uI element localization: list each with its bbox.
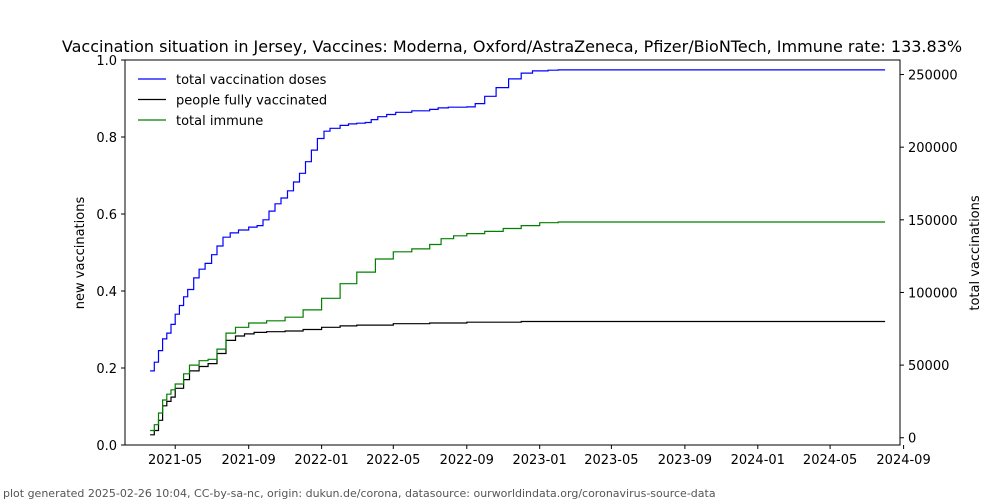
left-tick-label: 0.4	[96, 285, 117, 300]
x-tick-label: 2022-09	[440, 453, 494, 468]
plot-area-border	[124, 59, 901, 446]
footer-credit: plot generated 2025-02-26 10:04, CC-by-s…	[3, 487, 716, 500]
left-axis-label: new vaccinations	[73, 197, 88, 310]
series-line-total-immune	[150, 221, 886, 432]
x-tick-label: 2023-09	[658, 453, 712, 468]
x-tick-label: 2024-05	[803, 453, 857, 468]
series-layer	[150, 69, 886, 436]
x-tick-label: 2021-09	[222, 453, 276, 468]
x-tick-label: 2023-01	[513, 453, 567, 468]
left-tick-label: 1.0	[96, 54, 117, 69]
right-tick-label: 50000	[908, 359, 949, 374]
left-tick-label: 0.8	[96, 131, 117, 146]
left-tick-label: 0.2	[96, 362, 117, 377]
series-line-total-vaccination-doses	[150, 69, 886, 372]
right-tick-label: 0	[908, 432, 916, 447]
x-tick-label: 2022-05	[366, 453, 420, 468]
legend-label: total vaccination doses	[176, 73, 327, 88]
right-axis: 0 50000 100000 150000 200000 250000	[900, 69, 958, 447]
x-tick-label: 2021-05	[148, 453, 202, 468]
right-axis-label: total vaccinations	[968, 195, 983, 311]
x-tick-label: 2024-09	[876, 453, 930, 468]
x-tick-label: 2022-01	[294, 453, 348, 468]
right-tick-label: 100000	[908, 286, 958, 301]
x-tick-label: 2024-01	[731, 453, 785, 468]
right-tick-label: 250000	[908, 69, 958, 84]
chart-title: Vaccination situation in Jersey, Vaccine…	[62, 37, 962, 56]
legend-label: people fully vaccinated	[176, 94, 327, 109]
plot-frame	[124, 59, 901, 446]
left-axis: 0.0 0.2 0.4 0.6 0.8 1.0	[96, 54, 125, 454]
x-axis: 2021-05 2021-09 2022-01 2022-05 2022-09 2023-…	[148, 445, 931, 468]
left-tick-label: 0.6	[96, 208, 117, 223]
legend-label: total immune	[176, 114, 263, 129]
right-tick-label: 200000	[908, 141, 958, 156]
chart-legend: total vaccination doses people fully vacc…	[138, 73, 327, 129]
left-tick-label: 0.0	[96, 439, 117, 454]
series-line-people-fully-vaccinated	[150, 320, 886, 436]
right-tick-label: 150000	[908, 214, 958, 229]
x-tick-label: 2023-05	[584, 453, 638, 468]
